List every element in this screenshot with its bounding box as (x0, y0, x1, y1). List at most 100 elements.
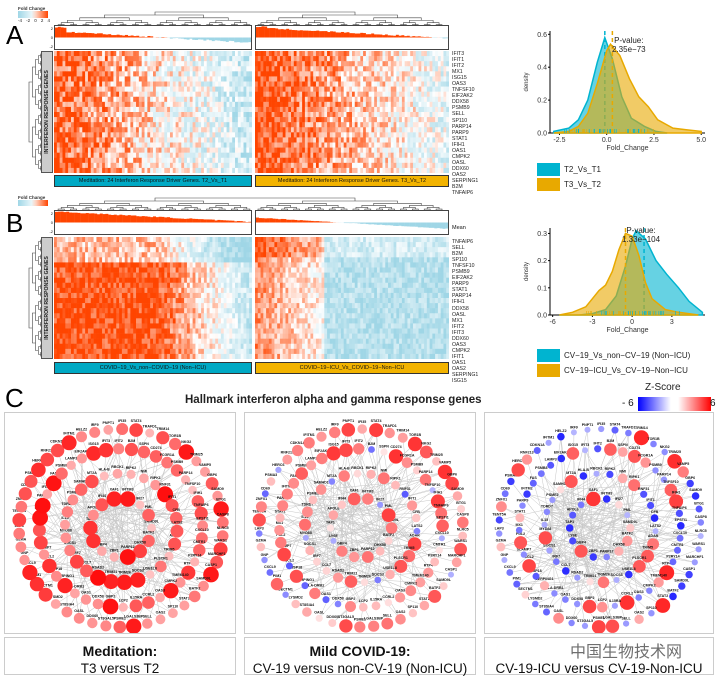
heatmap-cell (192, 242, 196, 248)
heatmap-cell (70, 51, 75, 57)
heatmap-cell (158, 262, 162, 268)
mean-bar (335, 32, 339, 38)
heatmap-cell (399, 132, 403, 138)
heatmap-cell (169, 262, 174, 268)
heatmap-cell (141, 298, 145, 304)
heatmap-cell (62, 242, 66, 248)
heatmap-cell (379, 142, 383, 148)
heatmap-cell (288, 117, 292, 123)
heatmap-cell (293, 162, 297, 169)
heatmap-cell (161, 106, 165, 113)
heatmap-cell (365, 76, 369, 82)
heatmap-cell (130, 262, 134, 268)
heatmap-cell (150, 267, 154, 273)
heatmap-cell (73, 137, 77, 143)
heatmap-cell (181, 247, 185, 253)
heatmap-cell (110, 101, 114, 108)
heatmap-cell (435, 51, 439, 57)
heatmap-cell (119, 292, 123, 299)
heatmap-cell (338, 51, 342, 57)
heatmap-cell (268, 147, 272, 153)
heatmap-cell (285, 96, 289, 103)
heatmap-cell (363, 101, 367, 108)
heatmap-cell (215, 152, 219, 159)
heatmap-cell (279, 137, 284, 143)
heatmap-cell (226, 112, 230, 118)
heatmap-cell (382, 76, 386, 82)
heatmap-cell (124, 81, 128, 87)
heatmap-cell (56, 71, 60, 77)
heatmap-cell (279, 157, 284, 164)
heatmap-cell (79, 106, 83, 113)
dendrogram-branch (293, 208, 300, 211)
heatmap-cell (232, 242, 236, 248)
heatmap-cell (310, 86, 314, 92)
heatmap-cell (184, 272, 188, 278)
heatmap-cell (155, 137, 159, 143)
heatmap-cell (318, 101, 322, 108)
heatmap-cell (127, 61, 131, 67)
heatmap-cell (237, 122, 241, 128)
heatmap-cell (107, 292, 111, 299)
heatmap-cell (79, 66, 83, 72)
mean-bar (111, 35, 114, 38)
heatmap-cell (446, 91, 449, 98)
heatmap-cell (226, 132, 230, 138)
heatmap-cell (255, 61, 259, 67)
heatmap-cell (189, 122, 193, 128)
heatmap-cell (82, 298, 86, 304)
heatmap-cell (240, 51, 244, 57)
heatmap-cell (127, 86, 131, 92)
heatmap-cell (343, 137, 347, 143)
heatmap-cell (418, 106, 422, 113)
dendrogram-branch (184, 207, 198, 210)
heatmap-cell (304, 76, 308, 82)
heatmap-cell (161, 292, 165, 299)
heatmap-cell (138, 127, 142, 133)
heatmap-cell (354, 101, 358, 108)
heatmap-cell (266, 162, 270, 169)
heatmap-cell (90, 247, 94, 253)
mean-bar (272, 218, 276, 223)
heatmap-cell (220, 242, 225, 248)
heatmap-cell (349, 91, 353, 98)
heatmap-cell (144, 292, 148, 299)
heatmap-cell (349, 71, 353, 77)
heatmap-cell (363, 56, 367, 62)
heatmap-cell (379, 86, 383, 92)
heatmap-cell (279, 152, 284, 159)
heatmap-cell (119, 252, 123, 258)
heatmap-cell (186, 262, 191, 268)
heatmap-cell (201, 106, 205, 113)
gene-label: PARP9 (452, 129, 469, 136)
heatmap-cell (435, 167, 439, 173)
heatmap-cell (181, 257, 185, 263)
mean-bar (277, 219, 281, 223)
heatmap-cell (429, 51, 433, 57)
heatmap-cell (184, 56, 188, 62)
heatmap-cell (318, 147, 322, 153)
heatmap-cell (73, 167, 77, 173)
heatmap-cell (150, 66, 154, 72)
heatmap-cell (266, 86, 270, 92)
heatmap-cell (332, 86, 336, 92)
heatmap-cell (304, 152, 308, 159)
mean-bar (85, 32, 89, 38)
dendrogram-branch (135, 207, 149, 210)
heatmap-cell (340, 147, 344, 153)
heatmap-cell (184, 122, 188, 128)
heatmap-cell (169, 81, 174, 87)
heatmap-cell (141, 117, 145, 123)
heatmap-cell (209, 152, 213, 159)
heatmap-cell (257, 51, 261, 57)
heatmap-cell (212, 61, 216, 67)
heatmap-cell (127, 127, 131, 133)
heatmap-cell (121, 61, 126, 67)
heatmap-cell (93, 267, 97, 273)
heatmap-cell (223, 267, 227, 273)
heatmap-cell (150, 252, 154, 258)
heatmap-cell (240, 272, 244, 278)
heatmap-cell (249, 287, 252, 294)
heatmap-cell (220, 267, 225, 273)
heatmap-cell (93, 137, 97, 143)
